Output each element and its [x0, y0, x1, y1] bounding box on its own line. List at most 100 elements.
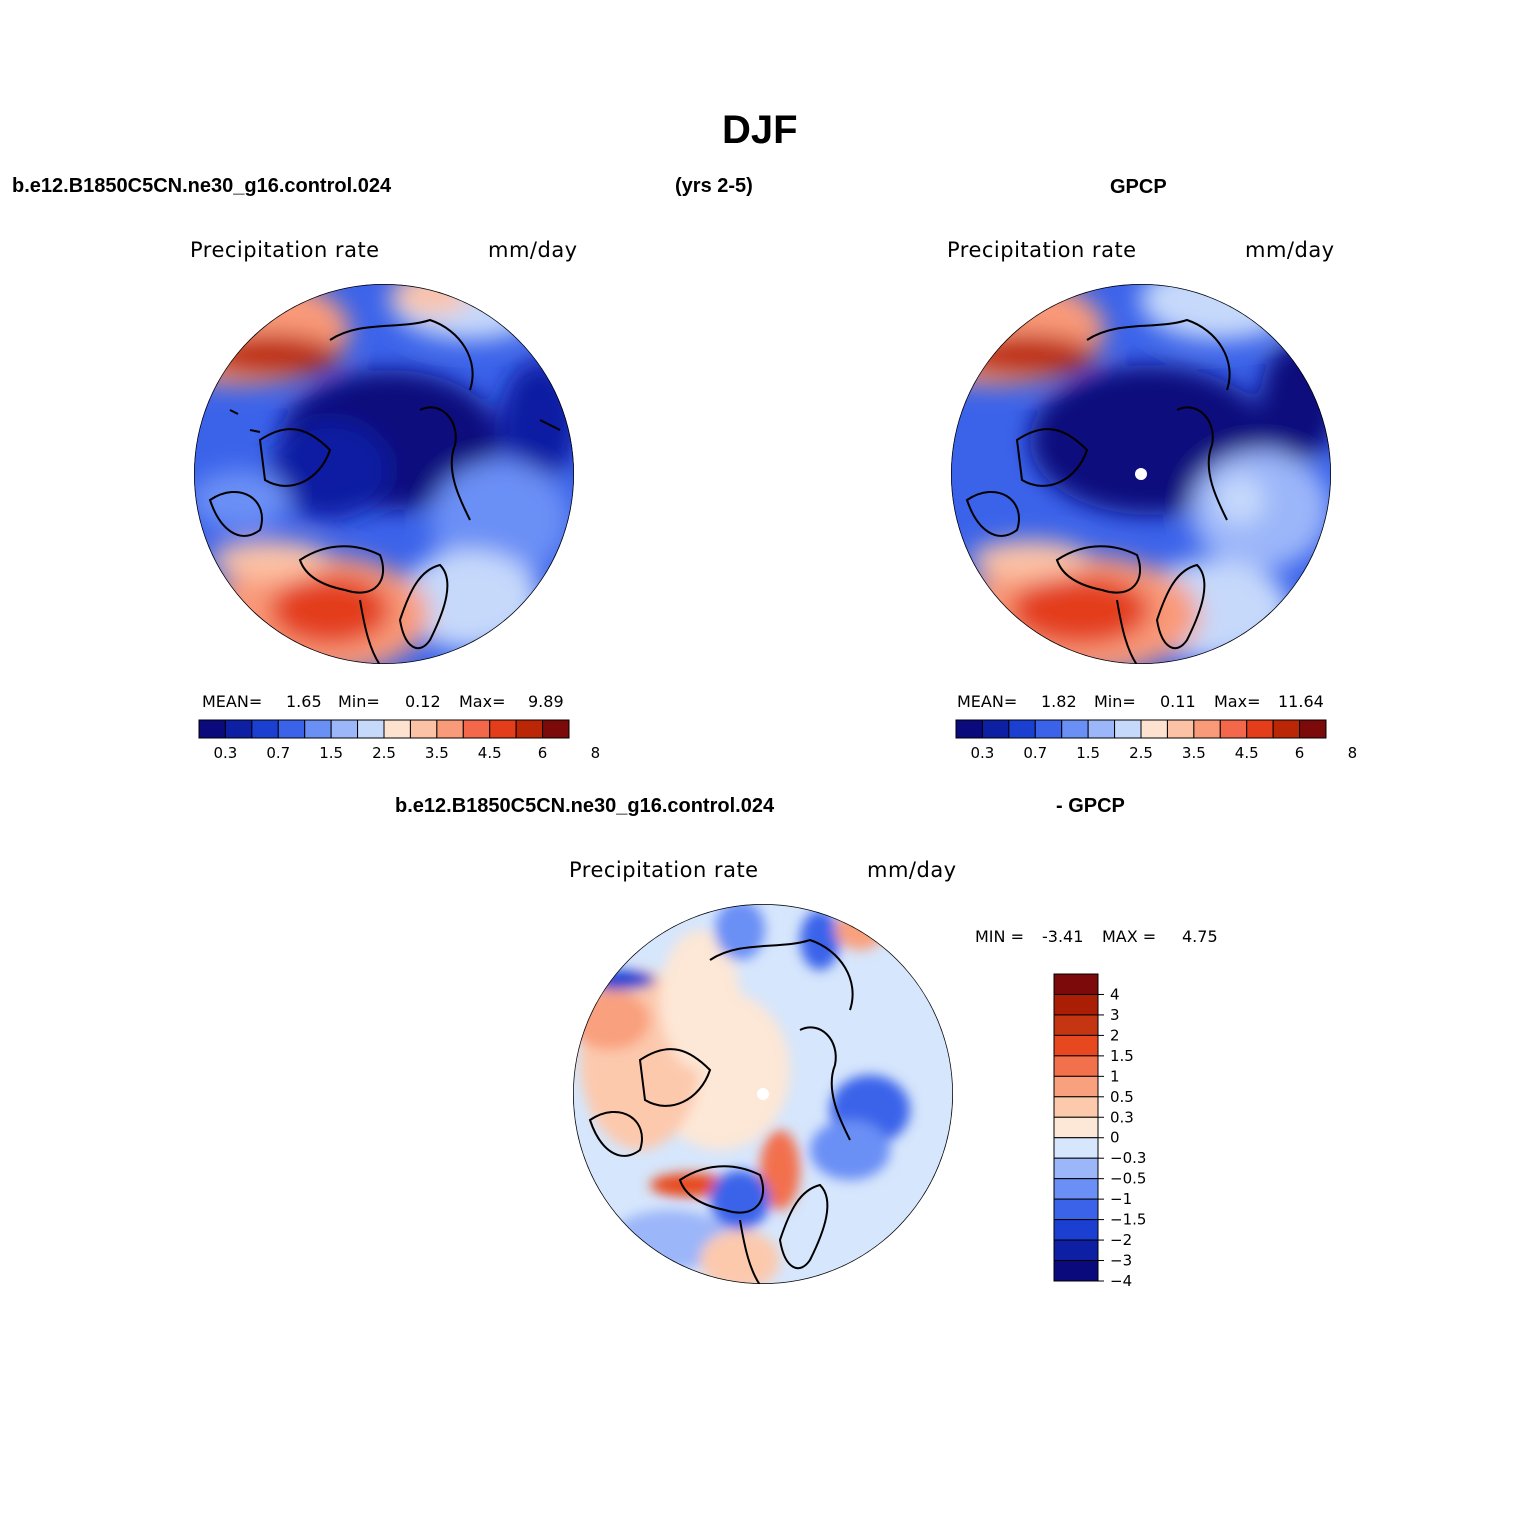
colorbar-box	[489, 719, 517, 739]
panel-diff-units: mm/day	[867, 858, 957, 882]
colorbar-box	[1272, 719, 1301, 739]
colorbar-box	[1053, 1055, 1099, 1077]
panel-diff-max-value: 4.75	[1182, 927, 1218, 946]
polar-map-diff	[573, 904, 953, 1284]
colorbar-model: 0.3 0.7 1.5 2.5 3.5 4.5 6 8	[198, 719, 601, 762]
colorbar-box	[198, 719, 226, 739]
panel-model-min-value: 0.12	[405, 692, 441, 711]
colorbar-tick-label: −2	[1110, 1231, 1132, 1249]
colorbar-box	[224, 719, 253, 739]
polar-map-model	[194, 284, 574, 664]
colorbar-tick-label: −3	[1110, 1252, 1132, 1270]
colorbar-tick-label: 6	[1295, 744, 1305, 762]
colorbar-box	[1053, 1116, 1099, 1139]
colorbar-box	[1053, 993, 1099, 1016]
panel-model-mean-value: 1.65	[286, 692, 322, 711]
colorbar-box	[1140, 719, 1168, 739]
colorbar-tick-label: 8	[1348, 744, 1358, 762]
panel-diff-variable: Precipitation rate	[569, 858, 759, 882]
panel-obs-variable: Precipitation rate	[947, 238, 1137, 262]
colorbar-box	[1246, 719, 1274, 739]
colorbar-tick-label: 1.5	[1076, 744, 1100, 762]
colorbar-tick-label: 1	[1110, 1067, 1120, 1085]
panel-obs-units: mm/day	[1245, 238, 1335, 262]
colorbar-tick-label: −0.3	[1110, 1149, 1146, 1167]
colorbar-tick-label: 2.5	[1129, 744, 1153, 762]
colorbar-box	[383, 719, 411, 739]
colorbar-tick-label: −0.5	[1110, 1170, 1146, 1188]
colorbar-tick-label: −1.5	[1110, 1211, 1146, 1229]
diff-suffix: - GPCP	[1056, 795, 1125, 817]
colorbar-box	[462, 719, 491, 739]
years-label: (yrs 2-5)	[675, 175, 753, 197]
colorbar-box	[981, 719, 1010, 739]
polar-map-obs	[951, 284, 1331, 664]
panel-obs-max-label: Max=	[1214, 692, 1261, 711]
colorbar-tick-label: 1.5	[1110, 1047, 1134, 1065]
colorbar-box	[1053, 1137, 1099, 1159]
colorbar-box	[1053, 1219, 1099, 1241]
panel-diff-max-label: MAX =	[1102, 927, 1157, 946]
panel-diff-min-value: -3.41	[1042, 927, 1084, 946]
colorbar-box	[1053, 1157, 1099, 1180]
colorbar-box	[1053, 973, 1099, 995]
panel-model-variable: Precipitation rate	[190, 238, 380, 262]
colorbar-tick-label: 0.7	[266, 744, 290, 762]
colorbar-tick-label: 0.3	[970, 744, 994, 762]
colorbar-box	[436, 719, 464, 739]
panel-obs-min-value: 0.11	[1160, 692, 1196, 711]
colorbar-box	[1053, 1075, 1099, 1098]
colorbar-box	[304, 719, 332, 739]
panel-obs-mean-value: 1.82	[1041, 692, 1077, 711]
colorbar-box	[330, 719, 359, 739]
colorbar-box	[1053, 1198, 1099, 1221]
panel-obs-min-label: Min=	[1094, 692, 1136, 711]
panel-model-min-label: Min=	[338, 692, 380, 711]
colorbar-box	[277, 719, 306, 739]
colorbar-box	[1053, 1239, 1099, 1262]
colorbar-box	[1299, 719, 1327, 739]
colorbar-box	[1053, 1178, 1099, 1200]
panel-model-max-label: Max=	[459, 692, 506, 711]
colorbar-tick-label: 1.5	[319, 744, 343, 762]
colorbar-tick-label: 0.7	[1023, 744, 1047, 762]
colorbar-tick-label: 2.5	[372, 744, 396, 762]
colorbar-box	[1008, 719, 1036, 739]
colorbar-box	[1114, 719, 1142, 739]
colorbar-box	[1193, 719, 1221, 739]
colorbar-tick-label: 2	[1110, 1026, 1120, 1044]
colorbar-tick-label: 3.5	[1182, 744, 1206, 762]
colorbar-box	[1053, 1014, 1099, 1036]
colorbar-box	[1219, 719, 1248, 739]
colorbar-box	[1053, 1096, 1099, 1118]
colorbar-box	[1166, 719, 1195, 739]
colorbar-tick-label: −4	[1110, 1272, 1132, 1290]
colorbar-diff: 4 3 2 1.5 1 0.5 0.3 0 −0.3 −0.5 −1 −1.5 −2 −3 −4	[1053, 973, 1146, 1290]
colorbar-box	[1053, 1034, 1099, 1057]
panel-model-max-value: 9.89	[528, 692, 564, 711]
colorbar-box	[1053, 1260, 1099, 1282]
figure-title: DJF	[722, 108, 798, 152]
colorbar-box	[1061, 719, 1089, 739]
colorbar-box	[251, 719, 279, 739]
colorbar-box	[357, 719, 385, 739]
colorbar-box	[542, 719, 570, 739]
colorbar-box	[1034, 719, 1063, 739]
obs-name: GPCP	[1110, 176, 1167, 198]
colorbar-box	[515, 719, 544, 739]
colorbar-tick-label: 0	[1110, 1129, 1120, 1147]
case-name-diff: b.e12.B1850C5CN.ne30_g16.control.024	[395, 795, 775, 817]
colorbar-tick-label: 6	[538, 744, 548, 762]
colorbar-tick-label: −1	[1110, 1190, 1132, 1208]
colorbar-obs: 0.3 0.7 1.5 2.5 3.5 4.5 6 8	[955, 719, 1358, 762]
colorbar-tick-label: 4	[1110, 985, 1120, 1003]
panel-diff-min-label: MIN =	[975, 927, 1024, 946]
colorbar-tick-label: 3.5	[425, 744, 449, 762]
case-name-left: b.e12.B1850C5CN.ne30_g16.control.024	[12, 175, 392, 197]
panel-model-units: mm/day	[488, 238, 578, 262]
colorbar-tick-label: 0.5	[1110, 1088, 1134, 1106]
colorbar-tick-label: 8	[591, 744, 601, 762]
colorbar-box	[1087, 719, 1116, 739]
colorbar-tick-label: 3	[1110, 1006, 1120, 1024]
